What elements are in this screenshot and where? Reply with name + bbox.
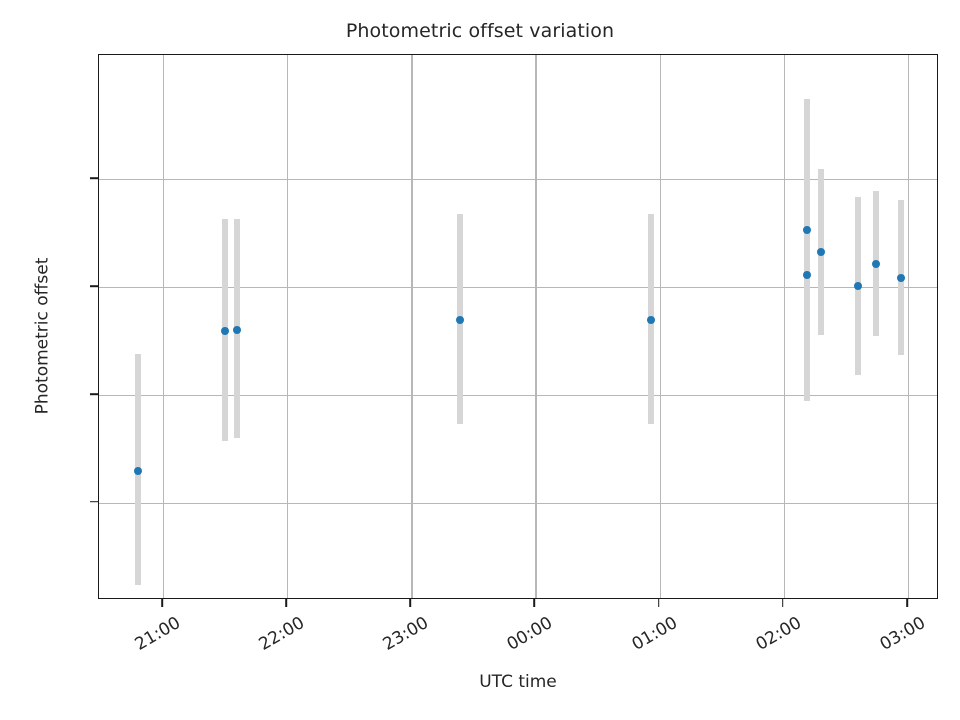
y-tick-mark [90,501,98,503]
gridline-horizontal [99,394,937,397]
y-tick-mark [90,393,98,395]
x-tick-mark [906,599,908,607]
data-point-marker[interactable] [854,282,863,291]
gridline-horizontal [99,502,937,505]
data-point-marker[interactable] [803,226,812,235]
x-tick-mark [533,599,536,607]
data-point-marker[interactable] [896,274,905,283]
y-tick-mark [90,177,98,179]
gridline-horizontal [99,179,937,181]
gridline-vertical [535,55,537,598]
data-point-marker[interactable] [871,260,880,269]
x-tick-label: 03:00 [876,613,929,655]
gridline-vertical [659,55,661,598]
gridline-vertical [411,55,413,598]
data-point-marker[interactable] [803,270,812,279]
y-axis-label: Photometric offset [32,257,53,415]
gridline-vertical [907,55,910,598]
y-tick-mark [90,285,98,287]
x-tick-label: 01:00 [628,613,681,655]
x-tick-label: 02:00 [752,613,805,655]
gridline-vertical [287,55,289,598]
data-point-marker[interactable] [134,467,143,476]
x-tick-label: 23:00 [379,613,433,655]
x-tick-label: 22:00 [255,613,309,655]
data-series-photometric-offset [99,55,937,598]
x-tick-mark [285,599,287,607]
x-tick-mark [781,599,784,607]
gridline-vertical [783,55,786,598]
data-point-marker[interactable] [221,327,230,336]
plot-area [98,54,938,599]
chart-title: Photometric offset variation [345,20,615,42]
data-point-marker[interactable] [817,248,826,257]
gridlines [99,55,937,598]
data-point-marker[interactable] [646,315,655,324]
x-tick-mark [657,599,660,607]
data-point-marker[interactable] [233,325,242,334]
gridline-horizontal [99,287,937,289]
x-tick-mark [409,599,412,607]
x-tick-label: 21:00 [131,613,184,655]
data-point-marker[interactable] [455,315,464,324]
gridline-vertical [162,55,165,598]
x-tick-mark [161,599,163,607]
x-tick-label: 00:00 [504,613,557,655]
x-axis-label: UTC time [479,672,557,692]
